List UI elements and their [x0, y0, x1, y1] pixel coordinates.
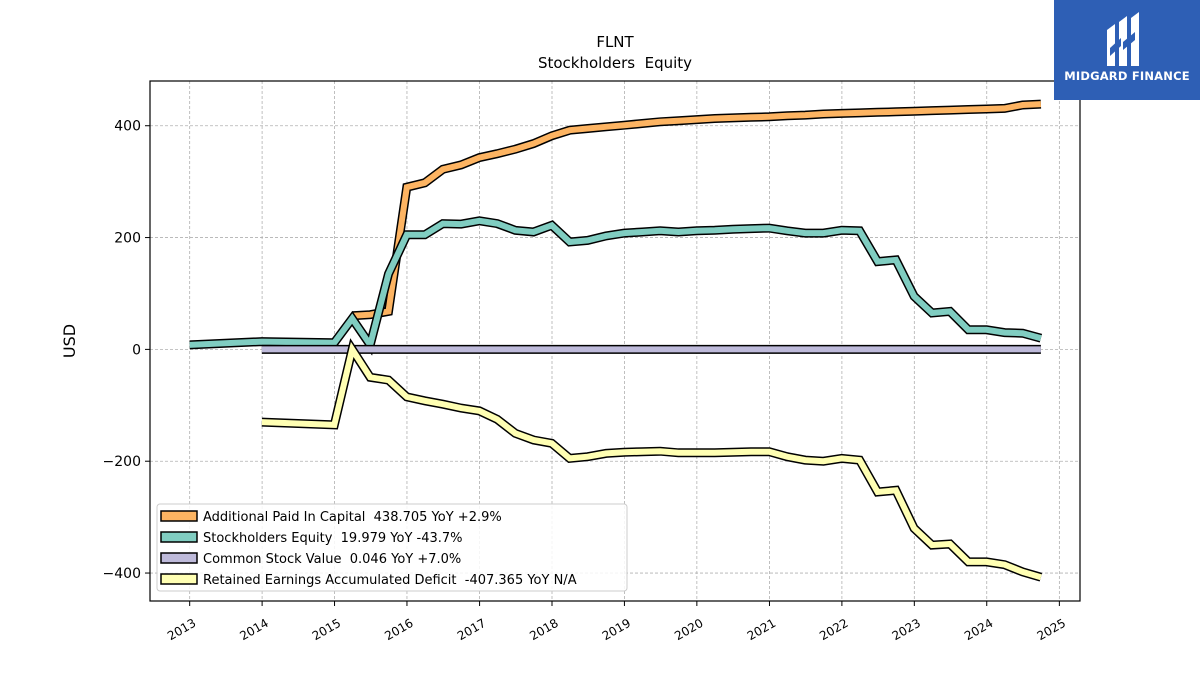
legend-swatch: [160, 510, 198, 522]
series-outline: [351, 99, 1042, 321]
x-tick-label: 2013: [165, 616, 198, 643]
chart-title: FLNT: [596, 33, 634, 51]
series-outline: [189, 216, 1043, 356]
chart-subtitle: Stockholders Equity: [538, 54, 692, 72]
legend-label: Retained Earnings Accumulated Deficit -4…: [203, 573, 577, 588]
legend-swatch: [160, 552, 198, 564]
legend-box: [156, 503, 628, 592]
x-tick-label: 2025: [1035, 616, 1068, 643]
y-axis-label: USD: [60, 324, 79, 358]
x-tick-label: 2023: [890, 616, 923, 643]
legend: Additional Paid In Capital 438.705 YoY +…: [156, 503, 628, 592]
legend-label: Common Stock Value 0.046 YoY +7.0%: [203, 552, 461, 567]
legend-swatch: [160, 531, 198, 543]
x-tick-label: 2015: [310, 616, 343, 643]
legend-label: Additional Paid In Capital 438.705 YoY +…: [203, 510, 502, 525]
legend-swatch: [160, 573, 198, 585]
y-tick-label: −200: [103, 454, 141, 470]
legend-label: Stockholders Equity 19.979 YoY -43.7%: [203, 531, 463, 546]
x-tick-label: 2014: [237, 616, 270, 643]
x-tick-label: 2021: [745, 616, 778, 643]
x-tick-label: 2016: [382, 616, 415, 643]
x-tick-label: 2022: [817, 616, 850, 643]
brand-logo: MIDGARD FINANCE: [1054, 0, 1200, 100]
y-tick-label: 200: [114, 231, 141, 247]
plot-frame: [149, 80, 1081, 602]
y-tick-label: −400: [103, 566, 141, 582]
series-line: [261, 341, 1042, 581]
x-tick-label: 2019: [600, 616, 633, 643]
series-line: [352, 101, 1042, 319]
x-tick-label: 2018: [527, 616, 560, 643]
x-tick-label: 2024: [962, 616, 995, 643]
y-tick-label: 0: [132, 342, 141, 358]
series-lines: [189, 99, 1043, 582]
brand-name: MIDGARD FINANCE: [1064, 69, 1190, 83]
series-line: [189, 217, 1042, 353]
y-tick-label: 400: [114, 119, 141, 135]
x-tick-label: 2020: [672, 616, 705, 643]
midgard-m-logo-icon: [1107, 12, 1139, 66]
x-tick-label: 2017: [455, 616, 488, 643]
